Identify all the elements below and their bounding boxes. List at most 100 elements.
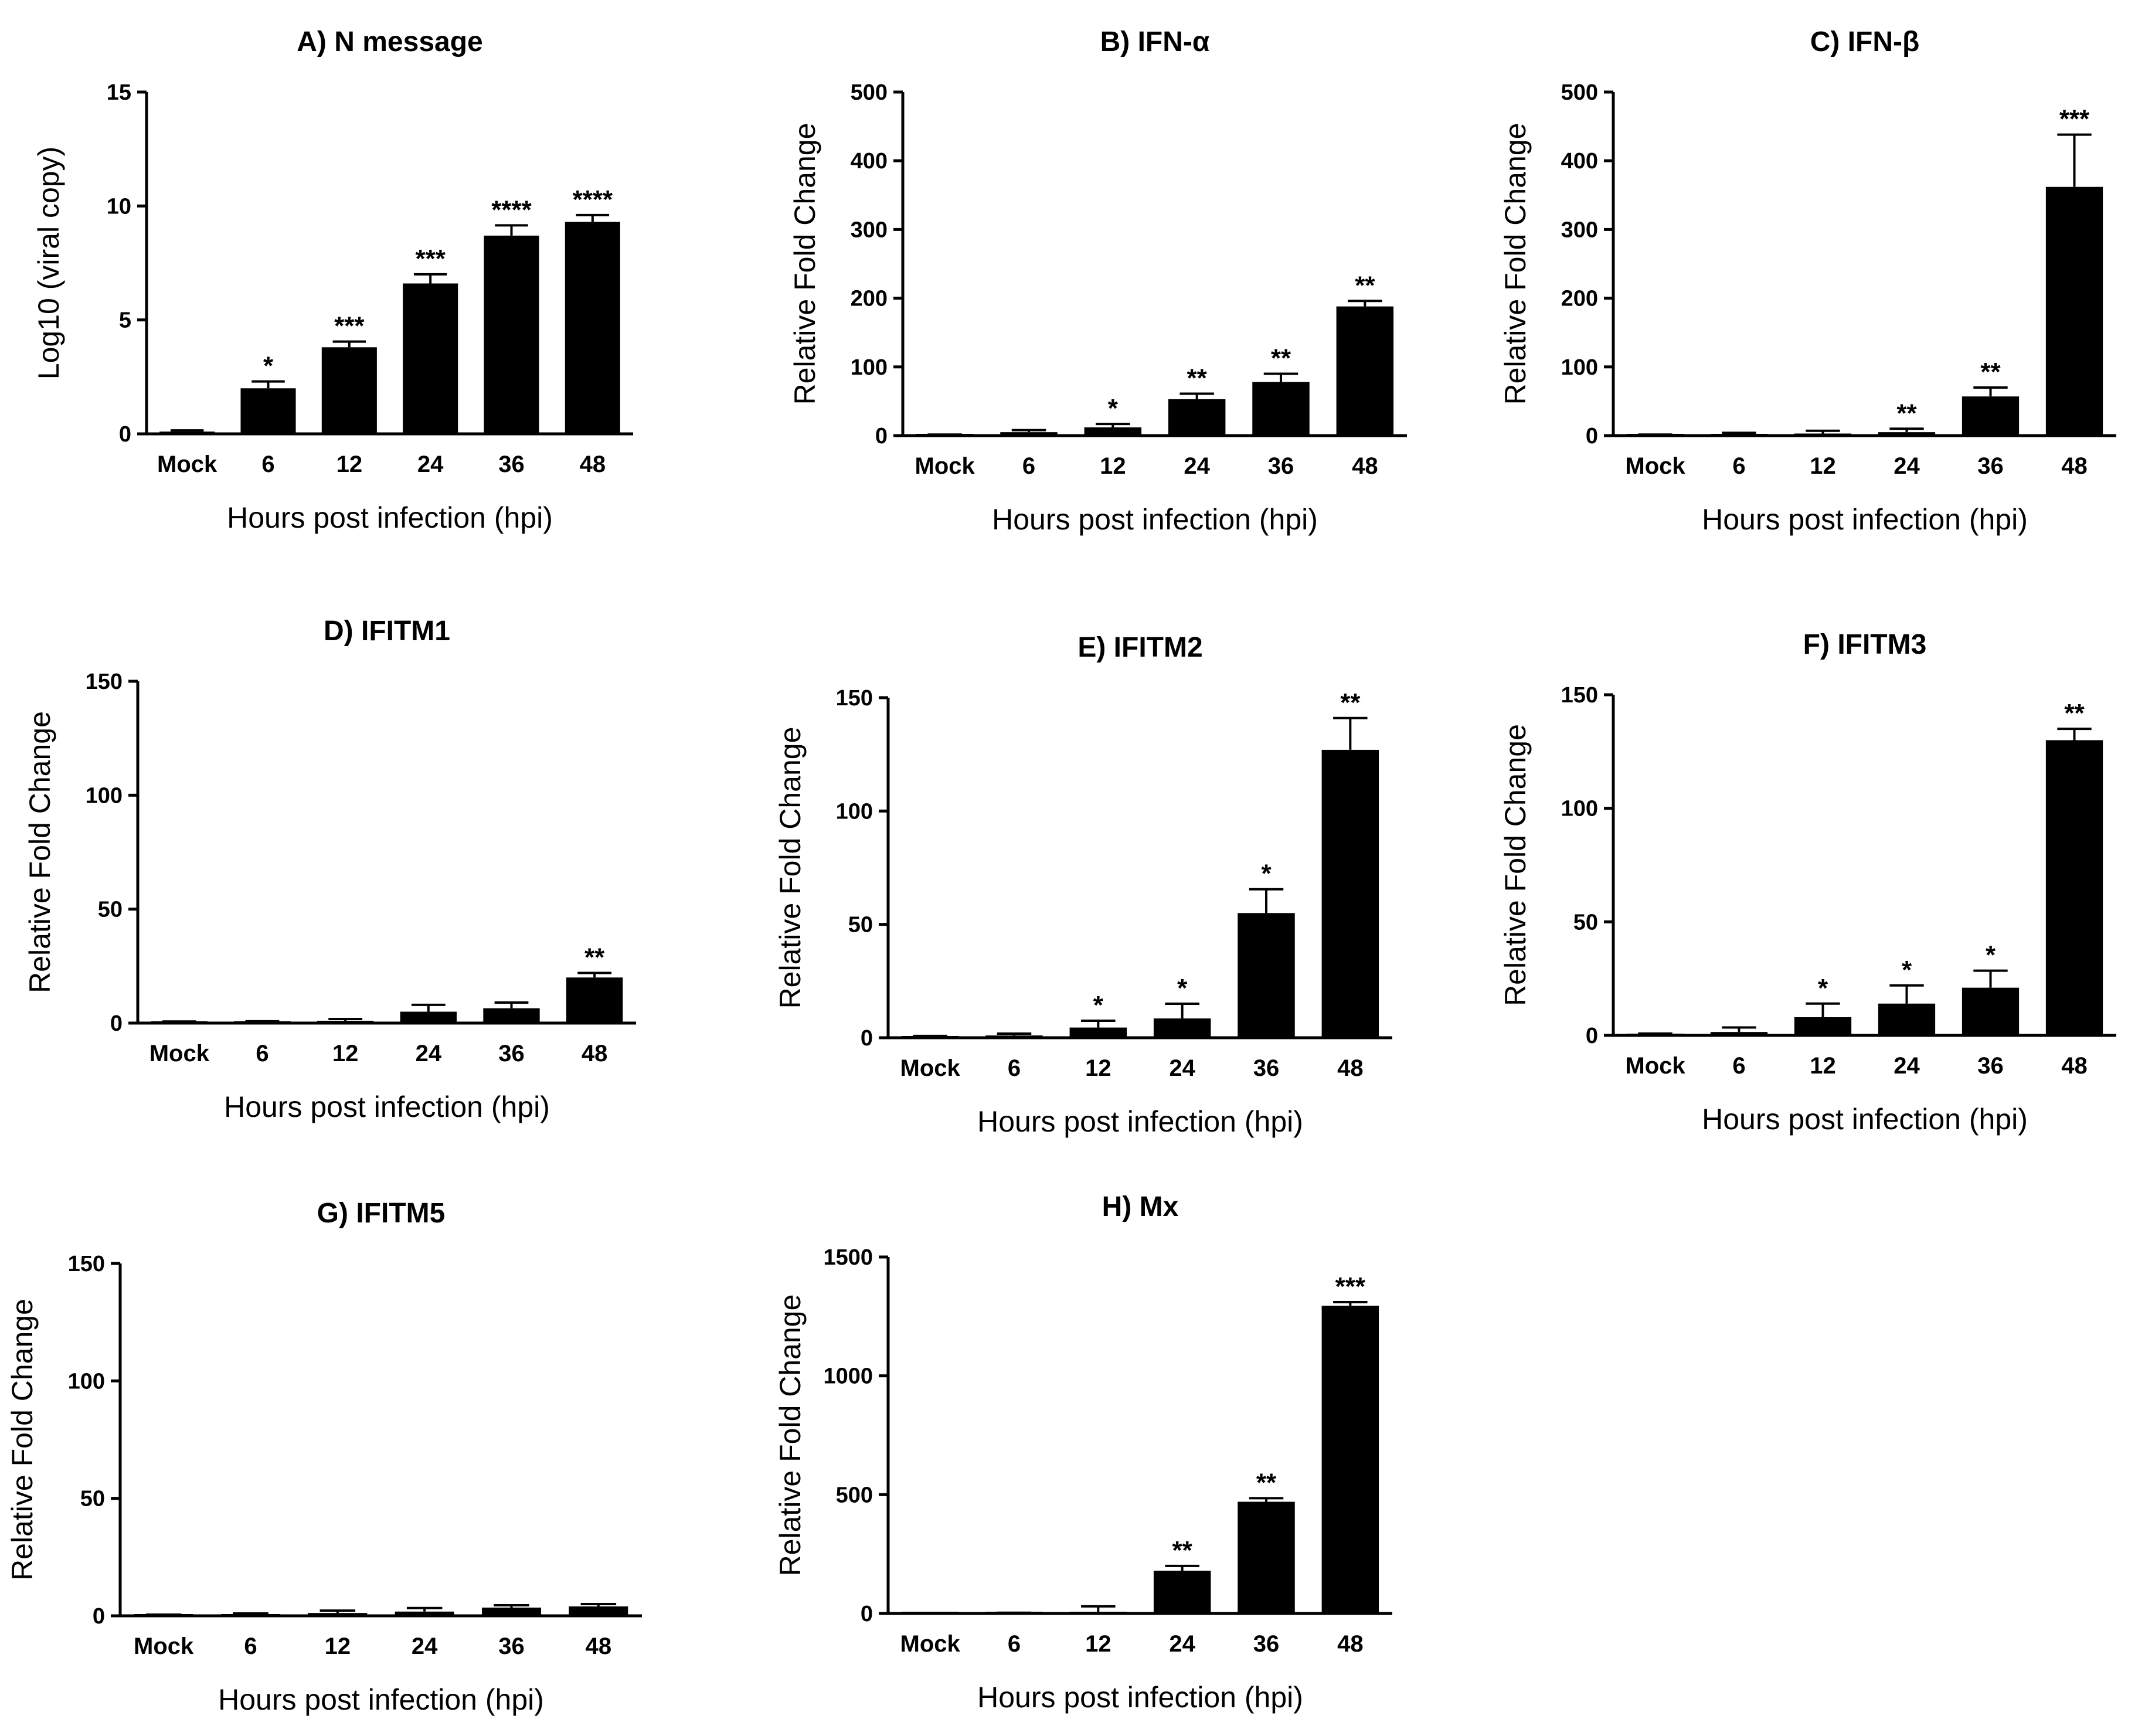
x-tick-label: 36 (498, 1041, 525, 1066)
bar-h-24 (1153, 1571, 1211, 1613)
bar-g-6 (221, 1614, 280, 1616)
bar-b-36 (1252, 382, 1310, 436)
y-tick-label: 100 (68, 1369, 105, 1394)
x-tick-label: Mock (149, 1041, 210, 1066)
significance-label: **** (491, 195, 532, 224)
panel-title: C) IFN-β (1810, 26, 1920, 57)
x-tick-label: 48 (1352, 453, 1378, 479)
y-tick-label: 0 (875, 424, 888, 449)
significance-label: * (1177, 974, 1188, 1003)
x-tick-label: 24 (1184, 453, 1210, 479)
significance-label: * (1902, 956, 1912, 984)
significance-label: *** (415, 244, 446, 273)
x-axis-label: Hours post infection (hpi) (227, 501, 553, 534)
panel-title: G) IFITM5 (317, 1198, 446, 1229)
significance-label: ** (1256, 1468, 1277, 1497)
y-tick-label: 300 (851, 218, 888, 242)
y-tick-label: 100 (851, 355, 888, 380)
x-axis-label: Hours post infection (hpi) (992, 503, 1318, 536)
bar-f-6 (1710, 1032, 1768, 1035)
x-tick-label: 36 (498, 451, 525, 477)
y-tick-label: 50 (80, 1487, 105, 1511)
x-tick-label: 6 (244, 1633, 257, 1659)
x-tick-label: 36 (1977, 1053, 2004, 1079)
y-tick-label: 150 (836, 686, 873, 711)
x-tick-label: 24 (417, 451, 444, 477)
bar-c-48 (2045, 186, 2103, 436)
y-tick-label: 500 (836, 1483, 873, 1507)
y-tick-label: 400 (1561, 149, 1598, 174)
y-axis-label: Relative Fold Change (1499, 123, 1532, 405)
y-tick-label: 0 (861, 1602, 873, 1626)
x-tick-label: Mock (900, 1055, 961, 1081)
x-tick-label: 24 (1169, 1631, 1195, 1657)
significance-label: ** (1271, 344, 1291, 373)
x-tick-label: 24 (416, 1041, 442, 1066)
bar-c-6 (1710, 434, 1768, 436)
x-tick-label: 36 (1268, 453, 1294, 479)
y-tick-label: 200 (1561, 287, 1598, 311)
significance-label: ** (1172, 1536, 1193, 1565)
y-axis-label: Log10 (viral copy) (32, 147, 65, 379)
y-tick-label: 50 (1573, 910, 1598, 935)
bar-e-6 (985, 1035, 1043, 1038)
panel-title: F) IFITM3 (1803, 629, 1927, 660)
bar-g-24 (395, 1611, 454, 1616)
x-tick-label: 12 (332, 1041, 359, 1066)
panel-title: E) IFITM2 (1077, 632, 1202, 663)
bar-a-6 (240, 388, 296, 434)
y-axis-label: Relative Fold Change (1499, 724, 1532, 1006)
significance-label: ** (1187, 364, 1208, 393)
bar-d-36 (483, 1008, 540, 1023)
x-tick-label: Mock (1625, 1053, 1685, 1079)
x-tick-label: 24 (1894, 1053, 1920, 1079)
bar-e-36 (1238, 913, 1295, 1038)
x-tick-label: Mock (1625, 453, 1685, 479)
y-tick-label: 15 (107, 80, 131, 105)
bar-a-mock (159, 432, 215, 434)
y-tick-label: 150 (86, 670, 123, 694)
significance-label: * (263, 352, 274, 381)
bar-a-12 (321, 347, 377, 434)
bar-b-48 (1336, 306, 1394, 436)
y-tick-label: 0 (1586, 1024, 1598, 1048)
panel-b: B) IFN-α 0 100 200 300 400 500 Relative Fold Ch… (788, 26, 1407, 536)
x-tick-label: 36 (498, 1633, 525, 1659)
x-axis-label: Hours post infection (hpi) (1702, 1103, 2028, 1136)
bar-e-48 (1321, 749, 1379, 1038)
panel-g: G) IFITM5 0 50 100 150 Relative Fold Change Mo… (6, 1198, 642, 1716)
y-tick-label: 100 (1561, 797, 1598, 821)
x-tick-label: 24 (1894, 453, 1920, 479)
x-tick-label: 12 (1100, 453, 1126, 479)
significance-label: ** (1355, 271, 1375, 300)
significance-label: *** (1335, 1272, 1366, 1301)
significance-label: ** (1896, 399, 1917, 427)
significance-label: *** (2059, 105, 2090, 134)
y-tick-label: 100 (836, 799, 873, 824)
significance-label: * (1818, 974, 1828, 1003)
x-tick-label: 12 (336, 451, 363, 477)
x-tick-label: 12 (325, 1633, 351, 1659)
x-tick-label: 24 (1169, 1055, 1195, 1081)
bar-g-12 (308, 1613, 368, 1616)
bar-d-24 (400, 1011, 457, 1023)
y-tick-label: 300 (1561, 218, 1598, 242)
x-tick-label: 48 (586, 1633, 612, 1659)
bar-e-12 (1069, 1027, 1127, 1038)
x-tick-label: Mock (915, 453, 975, 479)
bar-d-48 (566, 977, 623, 1023)
y-axis-label: Relative Fold Change (23, 711, 56, 993)
significance-label: ** (2064, 699, 2085, 728)
x-tick-label: 6 (256, 1041, 268, 1066)
bar-f-12 (1794, 1017, 1852, 1035)
panel-title: A) N message (297, 26, 482, 57)
x-tick-label: 48 (1337, 1055, 1364, 1081)
bar-f-48 (2045, 740, 2103, 1035)
y-tick-label: 500 (1561, 80, 1598, 105)
panel-c: C) IFN-β 0 100 200 300 400 500 Relative Fold Ch… (1499, 26, 2116, 536)
panel-title: H) Mx (1102, 1191, 1179, 1222)
y-tick-label: 500 (851, 80, 888, 105)
y-tick-label: 0 (861, 1026, 873, 1051)
y-tick-label: 10 (107, 194, 131, 219)
